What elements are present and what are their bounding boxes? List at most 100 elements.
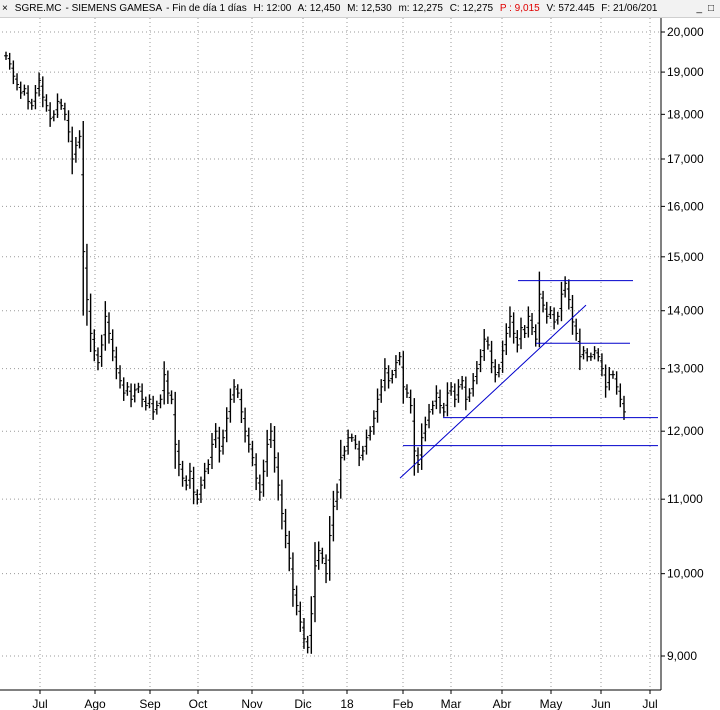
price-bar bbox=[574, 318, 579, 341]
price-bar bbox=[533, 324, 538, 347]
price-bar bbox=[184, 475, 189, 491]
price-bar bbox=[618, 383, 623, 408]
period-label: Fin de día 1 días bbox=[172, 3, 247, 14]
time-tick-label: Nov bbox=[241, 697, 262, 710]
restore-icon[interactable]: □ bbox=[707, 3, 714, 14]
price-bar bbox=[588, 352, 593, 361]
price-bar bbox=[107, 312, 111, 344]
price-bar bbox=[485, 336, 490, 350]
price-bar bbox=[290, 552, 295, 607]
price-bar bbox=[84, 243, 89, 326]
price-bar bbox=[449, 382, 454, 396]
price-bar bbox=[577, 328, 582, 371]
price-bar bbox=[59, 98, 64, 110]
price-bar bbox=[585, 348, 590, 362]
price-bar bbox=[541, 290, 546, 313]
price-bar bbox=[232, 379, 237, 403]
price-bar bbox=[40, 76, 45, 108]
price-bar bbox=[357, 440, 362, 467]
price-bar bbox=[250, 440, 255, 467]
price-bar bbox=[261, 459, 266, 497]
price-bar bbox=[4, 51, 8, 60]
price-bar bbox=[408, 389, 413, 414]
time-tick-label: May bbox=[540, 697, 563, 710]
price-bar bbox=[217, 426, 222, 463]
price-bar bbox=[393, 355, 398, 379]
time-tick-label: Oct bbox=[189, 697, 208, 710]
price-bar bbox=[18, 81, 23, 99]
price-bar bbox=[412, 398, 417, 476]
price-tick-label: 17,000 bbox=[667, 152, 704, 166]
date-value: F: 21/06/201 bbox=[601, 3, 658, 14]
price-bar bbox=[165, 370, 170, 404]
price-bar bbox=[382, 358, 387, 392]
price-bar bbox=[338, 439, 343, 499]
price-bar bbox=[77, 130, 82, 149]
support-trendline bbox=[399, 304, 587, 479]
price-bar bbox=[599, 353, 604, 377]
price-bar bbox=[519, 317, 523, 350]
close-value: C: 12,275 bbox=[449, 3, 494, 14]
open-value: A: 12,450 bbox=[297, 3, 341, 14]
price-bar bbox=[504, 323, 509, 356]
price-bar bbox=[191, 466, 196, 505]
price-bar bbox=[37, 72, 42, 97]
price-tick-label: 14,000 bbox=[667, 304, 704, 318]
price-bar bbox=[206, 459, 211, 475]
volume-value: V: 572.445 bbox=[546, 3, 595, 14]
price-bar bbox=[305, 635, 310, 654]
price-bar bbox=[228, 388, 233, 423]
price-bar bbox=[272, 426, 277, 473]
time-tick-label: Feb bbox=[393, 697, 414, 710]
price-bar bbox=[471, 373, 476, 397]
price-bar bbox=[390, 369, 395, 384]
price-bar bbox=[430, 400, 435, 415]
price-bar bbox=[132, 383, 137, 403]
price-bar bbox=[99, 334, 104, 367]
price-bar bbox=[342, 445, 347, 461]
price-bar bbox=[129, 383, 134, 408]
price-bar bbox=[364, 429, 369, 455]
price-bar bbox=[489, 340, 494, 374]
price-bar bbox=[313, 542, 317, 623]
low-value: m: 12,275 bbox=[398, 3, 443, 14]
price-bar bbox=[500, 340, 505, 373]
price-tick-label: 16,000 bbox=[667, 199, 704, 213]
price-bar bbox=[169, 390, 174, 405]
price-bar bbox=[478, 349, 483, 373]
minimize-icon[interactable]: _ bbox=[696, 3, 702, 14]
price-bar bbox=[118, 365, 123, 389]
price-bar bbox=[298, 601, 303, 632]
time-tick-label: Dic bbox=[294, 697, 311, 710]
price-bar bbox=[375, 388, 380, 423]
price-bar bbox=[151, 395, 156, 420]
price-bar bbox=[213, 423, 218, 448]
price-bar bbox=[456, 379, 461, 403]
price-bar bbox=[136, 382, 141, 394]
price-bar bbox=[570, 294, 575, 335]
price-bar bbox=[596, 348, 601, 362]
chart-header: × SGRE.MC - SIEMENS GAMESA - Fin de día 1 … bbox=[0, 0, 720, 18]
close-icon[interactable]: × bbox=[2, 3, 8, 14]
price-bar bbox=[29, 98, 34, 110]
price-bar bbox=[622, 395, 626, 420]
price-bar bbox=[522, 325, 527, 339]
price-bar bbox=[467, 388, 472, 402]
price-bar bbox=[496, 363, 501, 378]
price-bar bbox=[552, 307, 557, 330]
high-value: M: 12,530 bbox=[347, 3, 392, 14]
price-bar bbox=[44, 94, 49, 112]
price-bar bbox=[235, 384, 240, 398]
price-bar bbox=[482, 329, 487, 361]
price-bar bbox=[441, 402, 446, 417]
price-bar bbox=[371, 410, 376, 435]
price-bar bbox=[327, 516, 332, 581]
price-tick-label: 20,000 bbox=[667, 25, 704, 39]
price-bar bbox=[537, 271, 542, 348]
price-bar bbox=[614, 371, 619, 395]
price-bar bbox=[515, 330, 520, 353]
price-bar bbox=[368, 426, 373, 441]
price-bar bbox=[162, 361, 167, 405]
price-bar bbox=[419, 423, 424, 470]
